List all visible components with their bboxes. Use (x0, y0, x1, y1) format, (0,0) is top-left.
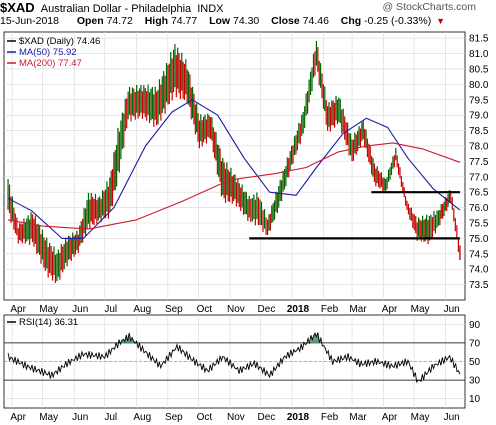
quote-date: 15-Jun-2018 (0, 15, 59, 27)
price-xtick-label: Apr (10, 304, 26, 315)
price-xtick-label: Mar (349, 304, 367, 315)
rsi-panel: 10 30 50 70 90 Apr May Jun Jul Aug Sep Oct Nov Dec 201… (3, 314, 481, 423)
price-ytick-label: 79.5 (469, 95, 489, 106)
high-label: High (144, 15, 169, 27)
low-value: 74.30 (233, 15, 260, 27)
high-value: 74.77 (170, 15, 198, 27)
price-xtick-label: May (39, 304, 58, 315)
ma200-line (8, 142, 461, 230)
price-ytick-label: 81.5 (469, 34, 489, 45)
rsi-xtick-label: Aug (133, 412, 151, 423)
price-xtick-label: 2018 (287, 304, 310, 315)
close-label: Close (271, 15, 300, 27)
rsi-xtick-label: Nov (227, 412, 245, 423)
rsi-xtick-label: May (39, 412, 58, 423)
rsi-xtick-label: Oct (197, 412, 213, 423)
rsi-xtick-label: Dec (258, 412, 276, 423)
close-value: 74.46 (302, 15, 329, 27)
symbol: $XAD (0, 0, 35, 15)
rsi-ytick-label: 50 (469, 357, 481, 368)
rsi-ytick-label: 30 (469, 376, 481, 387)
price-plot-frame (3, 31, 466, 301)
legend-entry: $XAD (Daily) 74.46 (19, 36, 100, 47)
open-value: 74.72 (106, 15, 133, 27)
price-ytick-label: 73.5 (469, 280, 489, 291)
price-xtick-label: Jul (104, 304, 117, 315)
ohlc-row: 15-Jun-2018 Open 74.72 High 74.77 Low 74… (0, 15, 445, 27)
rsi-xtick-label: Feb (321, 412, 339, 423)
price-ytick-label: 78.0 (469, 141, 489, 152)
price-ytick-label: 78.5 (469, 126, 489, 137)
down-triangle-icon: ▼ (436, 16, 446, 26)
rsi-line (7, 331, 461, 384)
price-xtick-label: Jun (444, 304, 460, 315)
rsi-legend-entry: RSI(14) 36.31 (19, 317, 78, 328)
brand-watermark: @ StockCharts.com (382, 1, 476, 13)
legend-entry: MA(50) 75.92 (19, 47, 77, 58)
rsi-xtick-label: Apr (382, 412, 398, 423)
price-ytick-label: 74.5 (469, 249, 489, 260)
rsi-ytick-label: 70 (469, 338, 481, 349)
price-ytick-label: 75.5 (469, 218, 489, 229)
price-ytick-label: 76.5 (469, 188, 489, 199)
rsi-overbought-fill (310, 332, 321, 343)
price-ytick-label: 77.5 (469, 157, 489, 168)
rsi-xtick-label: Jun (444, 412, 460, 423)
rsi-xtick-label: May (411, 412, 430, 423)
chg-label: Chg (340, 15, 362, 27)
price-ytick-label: 75.0 (469, 234, 489, 245)
chg-value: -0.25 (-0.33%) (364, 15, 432, 27)
rsi-xtick-label: 2018 (287, 412, 310, 423)
price-ytick-label: 80.0 (469, 80, 489, 91)
rsi-ytick-label: 90 (469, 320, 481, 331)
rsi-xtick-label: Jul (104, 412, 117, 423)
price-xtick-label: May (411, 304, 430, 315)
price-panel: 73.5 74.0 74.5 75.0 75.5 76.0 76.5 77.0 77.5 78.0… (3, 31, 489, 315)
exchange: INDX (197, 3, 224, 15)
price-xtick-label: Aug (133, 304, 151, 315)
price-ytick-label: 76.0 (469, 203, 489, 214)
price-xtick-label: Apr (382, 304, 398, 315)
chart-title-row: $XAD Australian Dollar - Philadelphia IN… (0, 0, 224, 15)
price-ytick-label: 80.5 (469, 64, 489, 75)
price-ytick-label: 79.0 (469, 111, 489, 122)
low-label: Low (209, 15, 231, 27)
price-xtick-label: Dec (258, 304, 276, 315)
security-name: Australian Dollar - Philadelphia (40, 3, 192, 15)
price-ytick-label: 77.0 (469, 172, 489, 183)
price-xtick-label: Oct (197, 304, 213, 315)
legend-entry: MA(200) 77.47 (19, 58, 82, 69)
rsi-xtick-label: Apr (10, 412, 26, 423)
rsi-xtick-label: Sep (165, 412, 183, 423)
price-xtick-label: Jun (72, 304, 88, 315)
open-label: Open (76, 15, 104, 27)
price-xtick-label: Sep (165, 304, 183, 315)
ma50-line (7, 99, 461, 239)
rsi-xtick-label: Mar (349, 412, 367, 423)
rsi-ytick-label: 10 (469, 394, 481, 405)
price-xtick-label: Feb (321, 304, 339, 315)
rsi-xtick-label: Jun (72, 412, 88, 423)
price-xtick-label: Nov (227, 304, 245, 315)
price-ytick-label: 74.0 (469, 265, 489, 276)
price-ytick-label: 81.0 (469, 49, 489, 60)
